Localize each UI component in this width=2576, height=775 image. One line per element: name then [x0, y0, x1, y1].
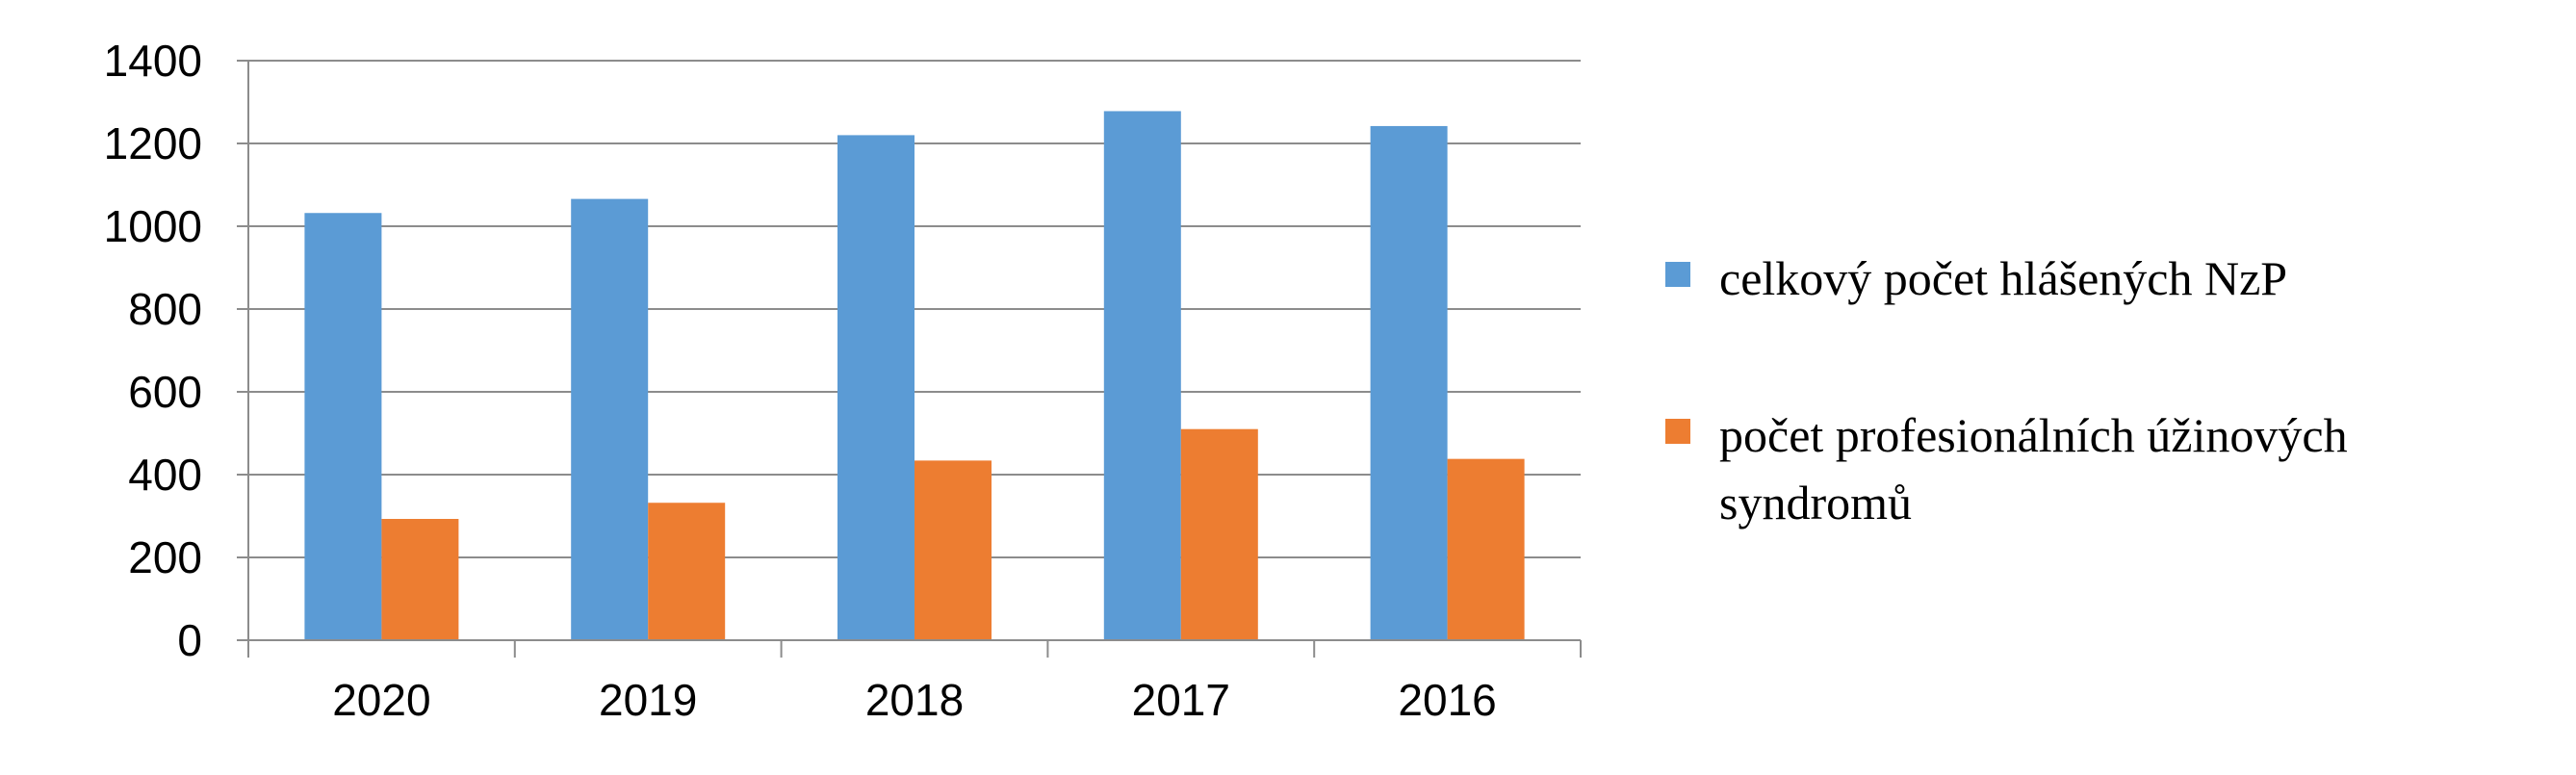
y-tick-label: 0 [177, 615, 202, 665]
legend-swatch [1665, 419, 1690, 444]
bar-pocet-syndromu-2019 [648, 503, 726, 640]
bar-celkovy-pocet-2018 [837, 135, 914, 640]
y-tick-label: 1000 [104, 201, 202, 251]
y-tick-label: 600 [128, 367, 202, 417]
y-tick-label: 1400 [104, 36, 202, 86]
bar-celkovy-pocet-2016 [1370, 125, 1448, 640]
y-tick-label: 400 [128, 450, 202, 500]
legend-label: počet profesionálních úžinových [1719, 408, 2348, 462]
bar-celkovy-pocet-2019 [571, 198, 649, 640]
bar-pocet-syndromu-2018 [914, 460, 992, 640]
bars [304, 111, 1525, 641]
bar-pocet-syndromu-2016 [1447, 458, 1525, 640]
legend: celkový počet hlášených NzP počet profesi… [1665, 251, 2348, 530]
x-tick-label: 2020 [332, 675, 430, 725]
y-tick-label: 800 [128, 284, 202, 334]
x-axis-ticks: 2020 2019 2018 2017 2016 [247, 640, 1582, 725]
bar-celkovy-pocet-2020 [304, 213, 382, 641]
y-tick-label: 1200 [104, 118, 202, 168]
axes [247, 61, 1581, 641]
legend-label: celkový počet hlášených NzP [1719, 251, 2287, 305]
x-tick-label: 2017 [1132, 675, 1230, 725]
legend-swatch [1665, 262, 1690, 287]
bar-pocet-syndromu-2017 [1180, 428, 1258, 640]
x-tick-label: 2018 [865, 675, 964, 725]
bar-pocet-syndromu-2020 [381, 519, 459, 640]
legend-label: syndromů [1719, 476, 1912, 530]
x-tick-label: 2019 [599, 675, 697, 725]
y-tick-label: 200 [128, 532, 202, 582]
bar-celkovy-pocet-2017 [1103, 111, 1181, 640]
x-tick-label: 2016 [1398, 675, 1496, 725]
y-axis-ticks: 0 200 400 600 800 1000 1200 1400 [104, 36, 248, 665]
